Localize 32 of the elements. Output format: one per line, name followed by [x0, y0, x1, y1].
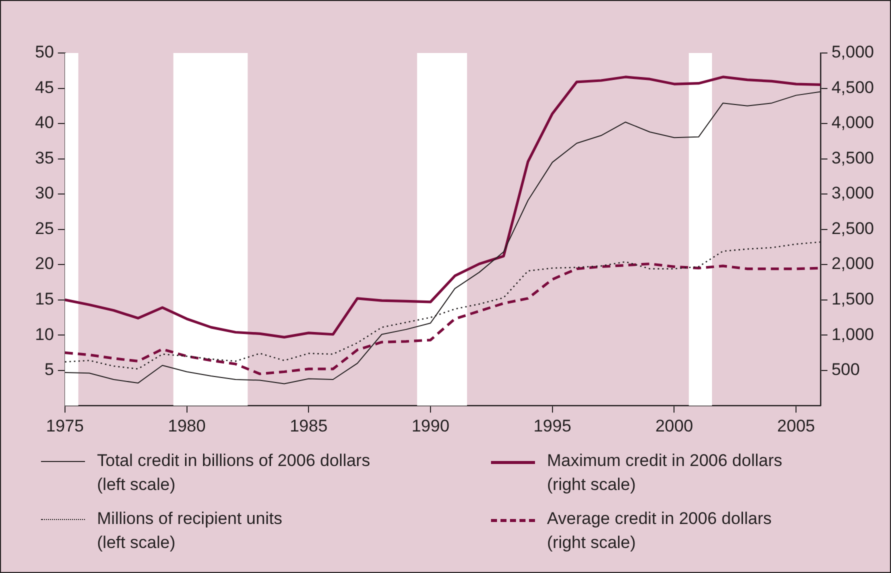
- x-tick-label: 2005: [777, 416, 815, 436]
- y-tick-label: 40: [34, 113, 54, 132]
- y-tick-label: 50: [34, 42, 54, 62]
- y-tick-label: 5: [44, 360, 54, 380]
- y2-tick-label: 3,000: [831, 184, 874, 203]
- legend-label: Maximum credit in 2006 dollars (right scale): [547, 450, 782, 496]
- x-tick-label: 1995: [533, 416, 572, 436]
- y-tick-label: 15: [34, 290, 54, 309]
- x-tick-label: 1990: [412, 416, 450, 436]
- legend-label: Average credit in 2006 dollars (right scale): [547, 508, 772, 554]
- y2-tick-label: 2,500: [831, 218, 874, 238]
- y2-tick-label: 5,000: [831, 42, 874, 62]
- y2-tick-label: 1,500: [831, 290, 874, 309]
- y-tick-label: 20: [34, 254, 54, 274]
- y2-tick-label: 2,000: [831, 254, 874, 274]
- x-tick-label: 1975: [46, 416, 84, 436]
- y-tick-label: 35: [34, 148, 54, 168]
- y2-tick-label: 4,000: [831, 113, 874, 132]
- y2-tick-label: 4,500: [831, 78, 874, 97]
- y-tick-label: 30: [34, 184, 54, 203]
- x-tick-label: 2000: [655, 416, 694, 436]
- legend-label: Millions of recipient units (left scale): [97, 508, 282, 554]
- y-tick-label: 45: [34, 78, 54, 97]
- y-tick-label: 25: [34, 218, 54, 238]
- x-tick-label: 1985: [290, 416, 328, 436]
- y2-tick-label: 500: [831, 360, 860, 380]
- line-series: [64, 262, 820, 376]
- legend-label: Total credit in billions of 2006 dollars (left scale): [97, 450, 370, 496]
- y-tick-label: 10: [34, 324, 54, 344]
- y2-tick-label: 1,000: [831, 324, 874, 344]
- x-tick-label: 1980: [168, 416, 206, 436]
- y2-tick-label: 3,500: [831, 148, 874, 168]
